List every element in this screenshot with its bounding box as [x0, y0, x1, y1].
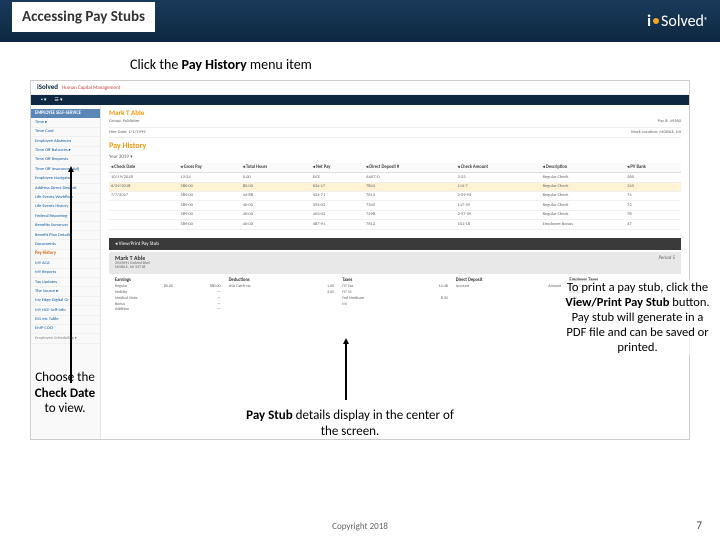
- stub-row: [115, 314, 221, 315]
- sidebar-item[interactable]: My Edge Digital Gr: [31, 297, 100, 306]
- table-header[interactable]: ◂ Check Date: [109, 163, 178, 173]
- table-header[interactable]: ◂ Check Amount: [456, 163, 541, 173]
- callout-paystub-details: Pay Stub details display in the center o…: [240, 408, 460, 439]
- emp-detail-row: Hire Date: 1/1/1999Work Location: MOBILE…: [109, 128, 681, 138]
- table-header[interactable]: ◂ Description: [541, 163, 626, 173]
- slide-header: Accessing Pay Stubs i Solved ®: [0, 0, 720, 42]
- stub-period: Period 5: [658, 255, 675, 272]
- employee-name: Mark T Able: [109, 109, 681, 117]
- ss-hcm-label: Human Capital Management: [62, 85, 120, 91]
- paystub-toolbar: ◂ View/Print Pay Stub: [109, 238, 681, 250]
- nav-item[interactable]: ▪ ▾: [37, 97, 50, 103]
- app-screenshot: iSolved Human Capital Management ▪ ▾ ☰ ▾…: [30, 80, 690, 440]
- instruction-pay-history: Click the Pay History menu item: [130, 56, 312, 73]
- ss-topbar: iSolved Human Capital Management: [31, 81, 689, 95]
- table-header[interactable]: ◂ PV Bank: [625, 163, 681, 173]
- table-row[interactable]: 6/29/2018580·0080.00624·177843114·7Regul…: [109, 182, 681, 191]
- sidebar-item[interactable]: The Source ▸: [31, 287, 100, 296]
- sidebar-item[interactable]: MY HCE Self-Info: [31, 306, 100, 315]
- table-row[interactable]: 10/19/201813·240.00DCEANET·D3·23Regular …: [109, 173, 681, 182]
- emp-detail-row: Group: PublisherPay #: 49360: [109, 117, 681, 127]
- table-header[interactable]: ◂ Total Hours: [241, 163, 311, 173]
- sidebar-sub[interactable]: Employee Scheduling ▸: [31, 334, 100, 343]
- table-header[interactable]: ◂ Direct Deposit #: [364, 163, 456, 173]
- table-row[interactable]: 7/7/2017589·0044·88424·7176122·59·93Regu…: [109, 191, 681, 200]
- sidebar-item[interactable]: Employee Absences: [31, 137, 100, 146]
- stub-section-title: Earnings: [115, 278, 221, 283]
- sidebar-item[interactable]: Documents: [31, 240, 100, 249]
- stub-section-title: Direct Deposit: [456, 278, 562, 283]
- sidebar-item[interactable]: Time Off Requests: [31, 156, 100, 165]
- callout-print: To print a pay stub, click the View/Prin…: [565, 280, 710, 355]
- paystub-header: Mark T Able 2545691 iSolved Blvd MOBILE,…: [109, 252, 681, 275]
- arrow-checkdate: [70, 168, 72, 383]
- view-print-paystub-button[interactable]: ◂ View/Print Pay Stub: [115, 241, 159, 247]
- table-header[interactable]: ◂ Gross Pay: [178, 163, 240, 173]
- sidebar-item[interactable]: Federal Reporting: [31, 212, 100, 221]
- title-wrap: Accessing Pay Stubs: [12, 2, 155, 32]
- stub-section-title: Deductions: [229, 278, 335, 283]
- table-row[interactable]: 589·0040·00403·0272982·57·39Regular Chec…: [109, 210, 681, 219]
- sidebar-item[interactable]: Benefits Summary: [31, 222, 100, 231]
- sidebar-item[interactable]: EMP COCI: [31, 325, 100, 334]
- copyright: Copyright 2018: [0, 521, 720, 532]
- sidebar-item[interactable]: MY Reports: [31, 269, 100, 278]
- sidebar-item[interactable]: Benefit Plan Details: [31, 231, 100, 240]
- sidebar-item[interactable]: Time ▸: [31, 118, 100, 127]
- table-header[interactable]: ◂ Net Pay: [311, 163, 364, 173]
- logo-dot-icon: [653, 18, 659, 24]
- sidebar-item[interactable]: Life Events History: [31, 203, 100, 212]
- ss-navbar: ▪ ▾ ☰ ▾: [31, 95, 689, 105]
- sidebar-item-pay-history[interactable]: Pay History: [31, 250, 100, 259]
- table-row[interactable]: 589·0040·00487·917612101·18Employee Bonu…: [109, 220, 681, 229]
- sidebar-item[interactable]: Employee Navigator: [31, 175, 100, 184]
- page-number: 7: [696, 519, 702, 532]
- year-selector[interactable]: Year 2019 ▾: [109, 154, 681, 160]
- nav-item[interactable]: ☰ ▾: [50, 97, 66, 103]
- content-page-title: Pay History: [109, 142, 681, 152]
- sidebar-item[interactable]: Time Card: [31, 128, 100, 137]
- registered-icon: ®: [704, 16, 708, 26]
- stub-row: MI: [342, 302, 448, 308]
- sidebar-item[interactable]: Tax Updates: [31, 278, 100, 287]
- sidebar-item[interactable]: ESS etc Table: [31, 316, 100, 325]
- arrow-paystub: [345, 340, 347, 400]
- isolved-logo: i Solved ®: [647, 12, 708, 31]
- stub-section-title: Taxes: [342, 278, 448, 283]
- page-title: Accessing Pay Stubs: [22, 8, 145, 26]
- sidebar-header: EMPLOYEE SELF-SERVICE: [31, 109, 100, 118]
- ss-logo: iSolved: [37, 83, 58, 91]
- callout-check-date: Choose the Check Date to view.: [30, 370, 100, 417]
- stub-row: [229, 296, 335, 297]
- sidebar-item[interactable]: Time Off Balances ▸: [31, 147, 100, 156]
- sidebar-item[interactable]: Time Off Insurance - Adj: [31, 165, 100, 174]
- pay-history-table: ◂ Check Date◂ Gross Pay◂ Total Hours◂ Ne…: [109, 163, 681, 230]
- sidebar-item[interactable]: MY ACA: [31, 259, 100, 268]
- sidebar-item[interactable]: Address Direct Deposit: [31, 184, 100, 193]
- table-row[interactable]: 589·0040·00354·027345117·59Regular Check…: [109, 201, 681, 210]
- ss-content: Mark T Able Group: PublisherPay #: 49360…: [101, 105, 689, 439]
- sidebar-item[interactable]: Life Events Workflow: [31, 194, 100, 203]
- stub-row: AccountAmount: [456, 285, 562, 291]
